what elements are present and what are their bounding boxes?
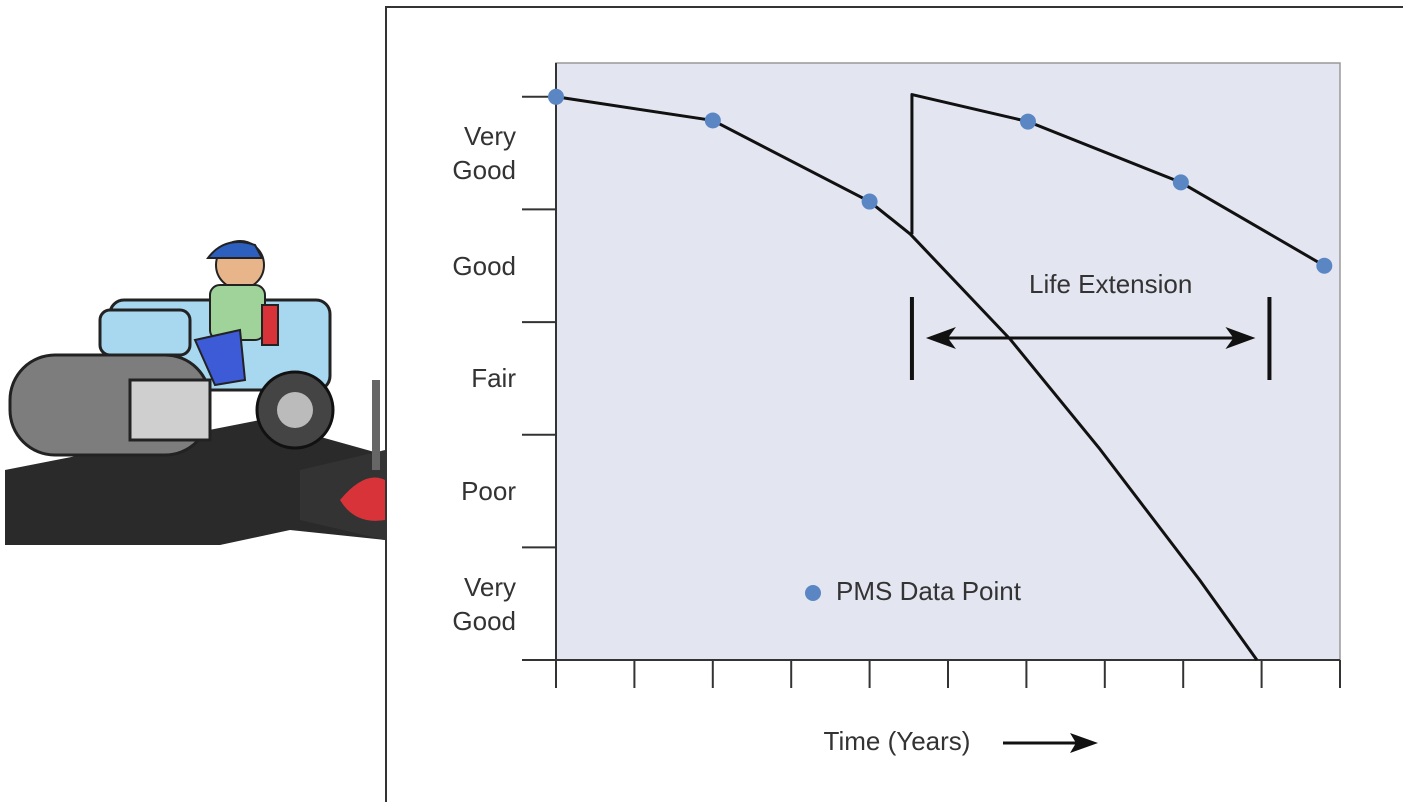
- data-point: [1173, 174, 1189, 190]
- y-category-label: Fair: [426, 361, 516, 395]
- data-point: [862, 194, 878, 210]
- x-axis-label: Time (Years): [824, 726, 971, 756]
- y-category-label: Poor: [426, 474, 516, 508]
- page: Time (Years) Life Extension PMS Data Poin…: [0, 0, 1403, 802]
- plot-area: [556, 63, 1340, 660]
- y-category-label: Very Good: [426, 119, 516, 187]
- data-point: [705, 112, 721, 128]
- illustration: [5, 241, 385, 545]
- data-point: [1316, 258, 1332, 274]
- legend-label: PMS Data Point: [836, 576, 1022, 606]
- chart: Time (Years) Life Extension PMS Data Poin…: [0, 0, 1403, 802]
- data-point: [1020, 114, 1036, 130]
- legend-marker: [805, 585, 821, 601]
- data-point: [548, 89, 564, 105]
- y-category-label: Very Good: [426, 570, 516, 638]
- annotation-text: Life Extension: [1029, 269, 1192, 299]
- y-category-label: Good: [426, 249, 516, 283]
